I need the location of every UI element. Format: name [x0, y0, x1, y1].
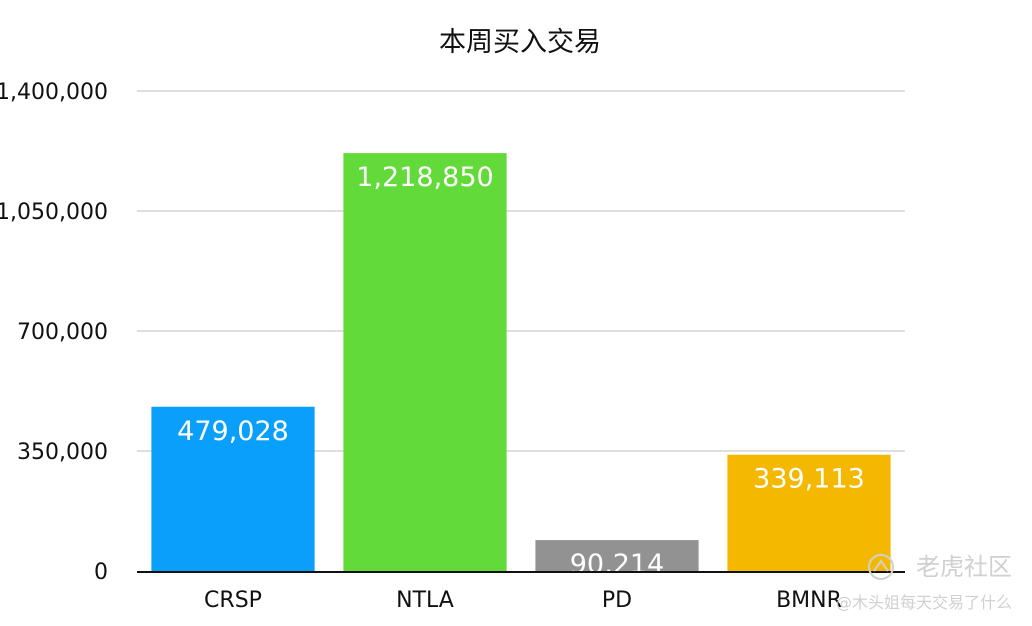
y-tick-label: 700,000 [17, 320, 108, 345]
x-tick-label: CRSP [204, 588, 262, 613]
x-tick-label: BMNR [776, 588, 842, 613]
bar-crsp [151, 406, 315, 571]
bar-ntla [343, 153, 507, 571]
x-tick-label: NTLA [396, 588, 454, 613]
data-label-bmnr: 339,113 [753, 464, 865, 495]
chart-title: 本周买入交易 [439, 27, 601, 58]
data-label-crsp: 479,028 [177, 416, 289, 447]
y-tick-label: 1,050,000 [0, 200, 108, 225]
x-axis-ticks: CRSP NTLA PD BMNR [204, 588, 842, 613]
watermark: 老虎社区 @木头姐每天交易了什么 [836, 553, 1012, 612]
watermark-user: @木头姐每天交易了什么 [836, 593, 1012, 612]
x-tick-label: PD [602, 588, 632, 613]
y-tick-label: 350,000 [17, 440, 108, 465]
bar-pd [535, 540, 699, 571]
data-label-pd: 90,214 [570, 549, 664, 580]
watermark-brand: 老虎社区 [916, 553, 1012, 581]
data-label-ntla: 1,218,850 [356, 162, 493, 193]
bar-bmnr [727, 454, 891, 571]
bars [151, 153, 891, 571]
y-axis-ticks: 0 350,000 700,000 1,050,000 1,400,000 [0, 80, 108, 585]
gridlines [137, 90, 905, 452]
watermark-logo-icon [868, 554, 894, 580]
data-labels: 479,028 1,218,850 90,214 339,113 [177, 162, 865, 580]
y-tick-label: 0 [94, 560, 108, 585]
y-tick-label: 1,400,000 [0, 80, 108, 105]
